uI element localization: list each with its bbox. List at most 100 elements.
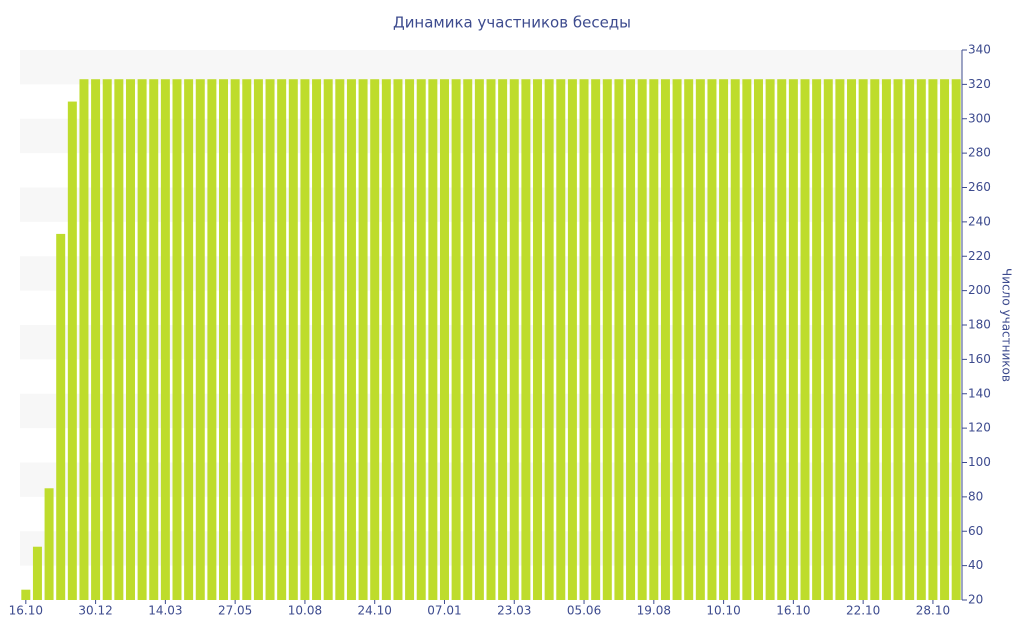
y-tick-label: 20 <box>968 593 983 607</box>
bar <box>660 79 670 600</box>
bar <box>812 79 822 600</box>
y-tick-label: 160 <box>968 352 991 366</box>
bar <box>91 79 101 600</box>
bar <box>521 79 531 600</box>
bar <box>567 79 577 600</box>
y-tick-label: 340 <box>968 43 991 57</box>
bar <box>498 79 508 600</box>
bar <box>277 79 287 600</box>
bar <box>591 79 601 600</box>
x-tick-label: 19.08 <box>637 604 671 618</box>
bar <box>649 79 659 600</box>
bar <box>788 79 798 600</box>
bar <box>486 79 496 600</box>
bar <box>800 79 810 600</box>
bar <box>916 79 926 600</box>
bar <box>207 79 217 600</box>
bar <box>79 79 89 600</box>
x-tick-label: 24.10 <box>358 604 392 618</box>
bar <box>149 79 159 600</box>
bar <box>893 79 903 600</box>
y-tick-label: 260 <box>968 180 991 194</box>
y-tick-label: 280 <box>968 146 991 160</box>
bar <box>602 79 612 600</box>
y-tick-label: 320 <box>968 77 991 91</box>
bar <box>125 79 135 600</box>
bar <box>219 79 229 600</box>
bar <box>358 79 368 600</box>
bar <box>67 101 77 600</box>
bar <box>451 79 461 600</box>
bar <box>242 79 252 600</box>
bar <box>835 79 845 600</box>
bar <box>614 79 624 600</box>
x-tick-label: 23.03 <box>497 604 531 618</box>
bar <box>312 79 322 600</box>
x-tick-label: 28.10 <box>916 604 950 618</box>
x-tick-label: 07.01 <box>427 604 461 618</box>
bar <box>463 79 473 600</box>
x-tick-label: 16.10 <box>9 604 43 618</box>
bar <box>428 79 438 600</box>
bar <box>847 79 857 600</box>
bar <box>672 79 682 600</box>
bar <box>44 488 54 600</box>
bar <box>881 79 891 600</box>
bar <box>544 79 554 600</box>
y-axis-label: Число участников <box>1000 268 1014 382</box>
x-tick-label: 22.10 <box>846 604 880 618</box>
bar <box>300 79 310 600</box>
bar <box>335 79 345 600</box>
bar <box>184 79 194 600</box>
bar <box>823 79 833 600</box>
bar <box>707 79 717 600</box>
x-tick-label: 14.03 <box>148 604 182 618</box>
bar <box>439 79 449 600</box>
y-tick-label: 200 <box>968 283 991 297</box>
chart-title: Динамика участников беседы <box>393 14 631 32</box>
bar <box>137 79 147 600</box>
y-tick-label: 300 <box>968 111 991 125</box>
bar <box>393 79 403 600</box>
bar <box>265 79 275 600</box>
bar <box>684 79 694 600</box>
bar <box>56 233 66 600</box>
bar <box>905 79 915 600</box>
bar <box>381 79 391 600</box>
x-tick-label: 05.06 <box>567 604 601 618</box>
bar <box>533 79 543 600</box>
bar <box>370 79 380 600</box>
bar <box>928 79 938 600</box>
bar <box>719 79 729 600</box>
bar <box>253 79 263 600</box>
bar <box>556 79 566 600</box>
bar <box>730 79 740 600</box>
y-tick-label: 220 <box>968 249 991 263</box>
bar <box>742 79 752 600</box>
bar <box>172 79 182 600</box>
x-tick-label: 30.12 <box>78 604 112 618</box>
bar <box>405 79 415 600</box>
y-tick-label: 60 <box>968 524 983 538</box>
bar <box>288 79 298 600</box>
bar <box>230 79 240 600</box>
bar <box>940 79 950 600</box>
bar <box>160 79 170 600</box>
bar <box>195 79 205 600</box>
y-tick-label: 240 <box>968 214 991 228</box>
bar <box>21 589 31 600</box>
bar <box>951 79 961 600</box>
bar <box>858 79 868 600</box>
y-tick-label: 40 <box>968 558 983 572</box>
bar <box>870 79 880 600</box>
bar <box>474 79 484 600</box>
bar <box>777 79 787 600</box>
y-tick-label: 120 <box>968 421 991 435</box>
bar <box>102 79 112 600</box>
y-tick-label: 80 <box>968 489 983 503</box>
bar <box>416 79 426 600</box>
y-tick-label: 100 <box>968 455 991 469</box>
y-tick-label: 140 <box>968 386 991 400</box>
bar <box>346 79 356 600</box>
